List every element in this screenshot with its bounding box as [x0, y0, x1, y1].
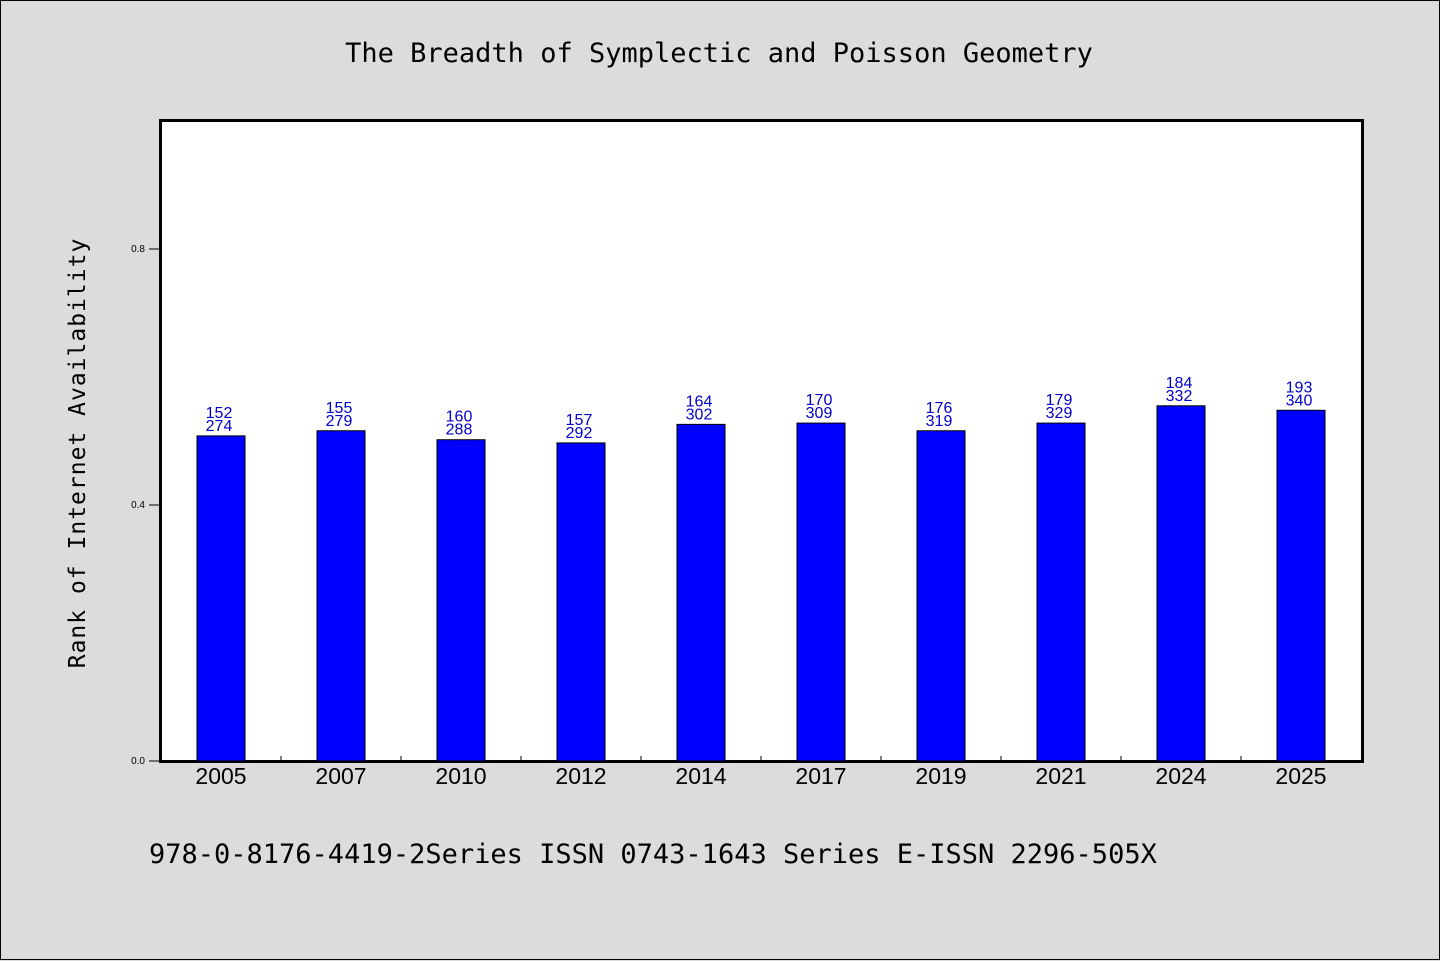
data-label-top-2017: 170	[806, 392, 833, 409]
x-tick-label-2012: 2012	[555, 763, 606, 789]
data-label-top-2019: 176	[926, 400, 953, 417]
x-tick-label-2021: 2021	[1035, 763, 1086, 789]
x-tick-label-2010: 2010	[435, 763, 486, 789]
bar-2012	[556, 442, 606, 762]
data-label-top-2010: 160	[446, 409, 473, 426]
data-label-top-2012: 157	[566, 412, 593, 429]
bar-2005	[196, 435, 246, 762]
x-tick-label-2005: 2005	[195, 763, 246, 789]
data-label-bottom-2024: 332	[1166, 388, 1193, 405]
x-tick-label-2024: 2024	[1155, 763, 1206, 789]
data-label-bottom-2010: 288	[446, 422, 473, 439]
bar-2017	[796, 422, 846, 762]
data-label-bottom-2025: 340	[1286, 392, 1313, 409]
y-tick-label-0.0: 0.0	[131, 756, 145, 767]
data-label-bottom-2007: 279	[326, 413, 353, 430]
y-tick-label-0.4: 0.4	[131, 500, 145, 511]
y-tick-label-0.8: 0.8	[131, 244, 145, 255]
x-tick-label-2017: 2017	[795, 763, 846, 789]
data-label-bottom-2021: 329	[1046, 405, 1073, 422]
chart-title: The Breadth of Symplectic and Poisson Ge…	[345, 38, 1093, 69]
bar-2010	[436, 439, 486, 762]
data-label-top-2007: 155	[326, 400, 353, 417]
bar-2024	[1156, 405, 1206, 762]
data-label-bottom-2019: 319	[926, 413, 953, 430]
data-label-top-2025: 193	[1286, 379, 1313, 396]
ticks-group: 2005 2007 2010 2012 2014 2017 2019 2021 2024 2025…	[131, 244, 1326, 789]
data-label-top-2014: 164	[686, 393, 713, 410]
x-tick-label-2014: 2014	[675, 763, 726, 789]
data-label-top-2005: 152	[206, 405, 233, 422]
bars-group	[196, 405, 1326, 762]
x-tick-label-2007: 2007	[315, 763, 366, 789]
data-label-top-2024: 184	[1166, 375, 1193, 392]
bar-2021	[1036, 422, 1086, 762]
x-tick-label-2025: 2025	[1275, 763, 1326, 789]
bar-2019	[916, 430, 966, 762]
bar-2014	[676, 423, 726, 762]
data-label-bottom-2017: 309	[806, 405, 833, 422]
y-axis-label: Rank of Internet Availability	[65, 238, 91, 669]
data-label-top-2021: 179	[1046, 392, 1073, 409]
footer-isbn-text: 978-0-8176-4419-2Series ISSN 0743-1643 S…	[149, 839, 1157, 870]
data-label-bottom-2014: 302	[686, 406, 713, 423]
bar-2025	[1276, 409, 1326, 762]
data-label-bottom-2005: 274	[206, 418, 233, 435]
x-tick-label-2019: 2019	[915, 763, 966, 789]
data-label-bottom-2012: 292	[566, 425, 593, 442]
bar-2007	[316, 430, 366, 762]
